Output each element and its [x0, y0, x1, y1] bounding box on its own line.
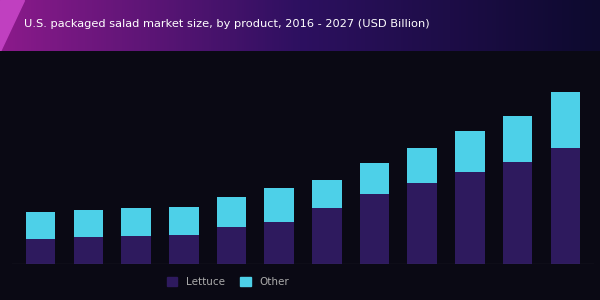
Bar: [407, 148, 437, 183]
Bar: [551, 92, 580, 148]
Bar: [217, 227, 246, 264]
Bar: [360, 194, 389, 264]
Bar: [265, 222, 294, 264]
Bar: [169, 207, 199, 235]
Bar: [503, 116, 532, 162]
Bar: [503, 162, 532, 264]
Bar: [312, 208, 341, 264]
Text: U.S. packaged salad market size, by product, 2016 - 2027 (USD Billion): U.S. packaged salad market size, by prod…: [24, 20, 430, 29]
Bar: [455, 131, 485, 172]
Bar: [455, 172, 485, 264]
Bar: [312, 180, 341, 208]
Bar: [26, 212, 55, 239]
Bar: [551, 148, 580, 264]
Bar: [169, 235, 199, 264]
Bar: [360, 163, 389, 194]
Bar: [265, 188, 294, 222]
Bar: [217, 197, 246, 227]
Bar: [26, 238, 55, 264]
Bar: [74, 211, 103, 238]
Bar: [121, 236, 151, 264]
Bar: [74, 238, 103, 264]
Legend: Lettuce, Other: Lettuce, Other: [163, 273, 293, 291]
Bar: [121, 208, 151, 236]
Polygon shape: [0, 0, 24, 51]
Bar: [407, 183, 437, 264]
